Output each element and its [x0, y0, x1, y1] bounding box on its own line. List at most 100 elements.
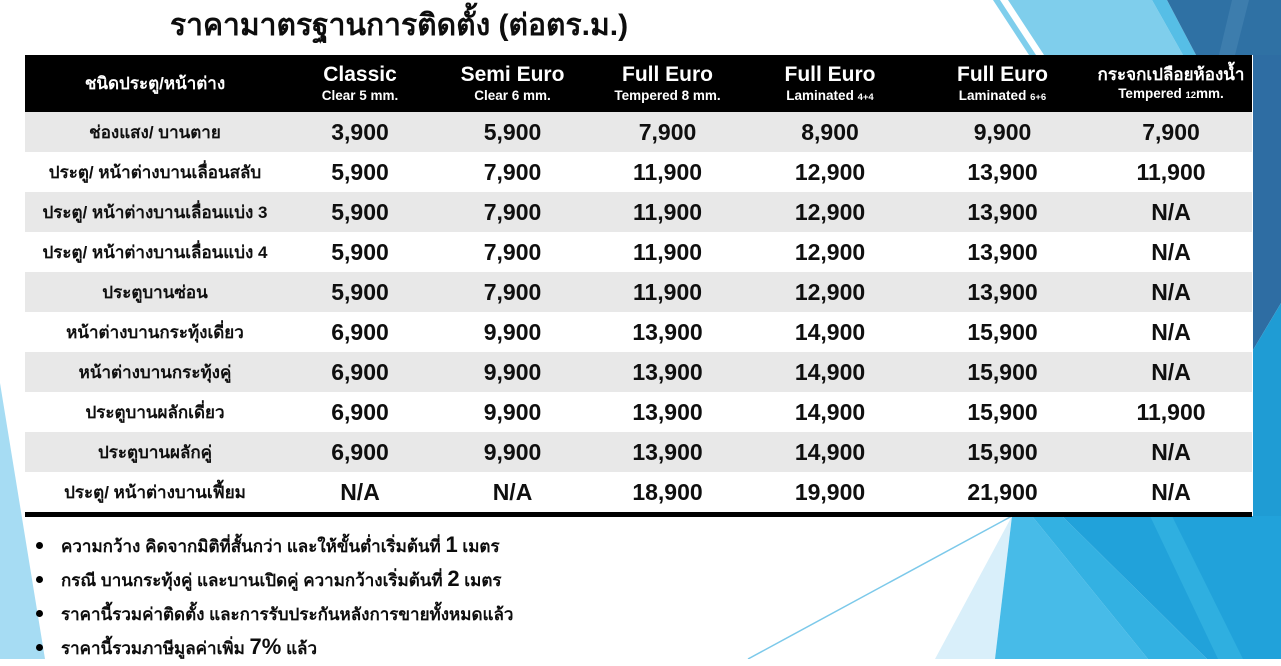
- column-header-5: Full Euro Laminated 6+6: [915, 63, 1090, 104]
- price-cell: 11,900: [632, 278, 703, 305]
- column-subtitle: Clear 6 mm.: [474, 88, 551, 104]
- price-cell: 13,900: [967, 198, 1038, 225]
- notes-list: ความกว้าง คิดจากมิติที่สั้นกว่า และให้ขั…: [36, 530, 513, 666]
- price-cell: 9,900: [973, 118, 1032, 145]
- table-row: ประตู/ หน้าต่างบานเลื่อนแบ่ง 4 5,900 7,900…: [25, 232, 1252, 272]
- price-cell: 6,900: [331, 398, 389, 425]
- row-label: ประตูบานผลักคู่: [97, 442, 213, 462]
- column-header-6: กระจกเปลือยห้องน้ำ Tempered 12mm.: [1090, 65, 1252, 101]
- price-cell: 13,900: [967, 278, 1038, 305]
- column-title: Full Euro: [622, 63, 713, 87]
- price-cell: 14,900: [794, 398, 866, 425]
- price-cell: 15,900: [967, 438, 1038, 465]
- price-cell: 3,900: [331, 118, 389, 145]
- table-row: ประตู/ หน้าต่างบานเลื่อนแบ่ง 3 5,900 7,900…: [25, 192, 1252, 232]
- deco-right-band-steel: [1253, 55, 1281, 350]
- note-text: ราคานี้รวมค่าติดตั้ง และการรับประกันหลัง…: [61, 605, 514, 624]
- price-cell: 13,900: [632, 358, 703, 385]
- price-cell: 7,900: [483, 158, 542, 185]
- deco-top-right-steel: [1167, 0, 1281, 55]
- column-subtitle: Laminated 4+4: [786, 88, 874, 104]
- price-cell: 11,900: [632, 158, 703, 185]
- row-label: ประตู/ หน้าต่างบานเฟี้ยม: [64, 482, 246, 502]
- table-row: ประตู/ หน้าต่างบานเฟี้ยม N/A N/A 18,900 19,9…: [25, 472, 1252, 512]
- price-cell: N/A: [1151, 238, 1191, 265]
- table-row: ประตูบานผลักเดี่ยว 6,900 9,900 13,900 14,900…: [25, 392, 1252, 432]
- price-cell: 13,900: [632, 398, 703, 425]
- table-row: หน้าต่างบานกระทุ้งเดี่ยว 6,900 9,900 13,900…: [25, 312, 1252, 352]
- price-cell: N/A: [492, 478, 533, 505]
- price-cell: 7,900: [1142, 118, 1200, 145]
- price-cell: 13,900: [632, 318, 703, 345]
- price-cell: 15,900: [967, 398, 1038, 425]
- column-title: ชนิดประตู/หน้าต่าง: [84, 73, 226, 93]
- price-cell: 13,900: [632, 438, 703, 465]
- price-cell: 11,900: [632, 238, 703, 265]
- price-cell: 13,900: [967, 158, 1038, 185]
- deco-fan-line: [747, 515, 1013, 659]
- price-cell: 11,900: [632, 198, 703, 225]
- price-cell: 12,900: [794, 238, 866, 265]
- price-cell: 5,900: [331, 158, 389, 185]
- deco-fan-medium: [995, 516, 1148, 659]
- deco-fan-corner-sliver: [1150, 516, 1243, 659]
- row-label: ประตูบานผลักเดี่ยว: [85, 402, 225, 422]
- bullet-icon: [36, 576, 43, 583]
- price-cell: N/A: [1151, 198, 1191, 225]
- row-label: ประตู/ หน้าต่างบานเลื่อนแบ่ง 4: [42, 242, 268, 262]
- page-title: ราคามาตรฐานการติดตั้ง (ต่อตร.ม.): [170, 9, 629, 42]
- column-header-1: Classic Clear 5 mm.: [285, 63, 435, 104]
- column-header-2: Semi Euro Clear 6 mm.: [435, 63, 590, 104]
- bullet-icon: [36, 644, 43, 651]
- column-subtitle: Tempered 8 mm.: [614, 88, 721, 104]
- table-row: ประตู/ หน้าต่างบานเลื่อนสลับ 5,900 7,900 11…: [25, 152, 1252, 192]
- price-cell: 8,900: [801, 118, 859, 145]
- deco-fan-pale: [935, 516, 1012, 659]
- note-item: ราคานี้รวมภาษีมูลค่าเพิ่ม 7% แล้ว: [36, 632, 513, 664]
- price-cell: 13,900: [967, 238, 1038, 265]
- deco-top-right-mid-sliver: [1152, 0, 1196, 55]
- deco-top-right-light-sliver: [993, 0, 1036, 55]
- table-row: ช่องแสง/ บานตาย 3,900 5,900 7,900 8,900 9,900…: [25, 112, 1252, 152]
- note-text: ราคานี้รวมภาษีมูลค่าเพิ่ม 7% แล้ว: [61, 634, 317, 659]
- price-cell: 21,900: [967, 478, 1038, 505]
- price-cell: 9,900: [483, 318, 542, 345]
- note-text: ความกว้าง คิดจากมิติที่สั้นกว่า และให้ขั…: [61, 532, 500, 557]
- column-header-3: Full Euro Tempered 8 mm.: [590, 63, 745, 104]
- note-item: ความกว้าง คิดจากมิติที่สั้นกว่า และให้ขั…: [36, 530, 513, 562]
- price-cell: 11,900: [1136, 398, 1206, 425]
- bullet-icon: [36, 610, 43, 617]
- price-table: ชนิดประตู/หน้าต่าง Classic Clear 5 mm. Semi…: [25, 55, 1252, 517]
- price-cell: 9,900: [483, 358, 542, 385]
- price-cell: 15,900: [967, 318, 1038, 345]
- bullet-icon: [36, 542, 43, 549]
- price-cell: 6,900: [331, 438, 389, 465]
- row-label: หน้าต่างบานกระทุ้งคู่: [78, 362, 232, 382]
- row-label: ประตู/ หน้าต่างบานเลื่อนแบ่ง 3: [42, 202, 268, 222]
- note-item: ราคานี้รวมค่าติดตั้ง และการรับประกันหลัง…: [36, 598, 513, 630]
- row-label: หน้าต่างบานกระทุ้งเดี่ยว: [66, 322, 244, 342]
- price-cell: N/A: [1151, 478, 1191, 505]
- price-cell: 11,900: [1136, 158, 1206, 185]
- note-item: กรณี บานกระทุ้งคู่ และบานเปิดคู่ ความกว้…: [36, 564, 513, 596]
- column-title: Full Euro: [957, 62, 1048, 86]
- row-label: ช่องแสง/ บานตาย: [89, 122, 221, 142]
- price-cell: 18,900: [632, 478, 703, 505]
- price-cell: N/A: [1151, 278, 1191, 305]
- price-cell: 5,900: [331, 238, 389, 265]
- price-cell: 5,900: [331, 278, 389, 305]
- price-cell: 6,900: [331, 358, 389, 385]
- price-cell: 7,900: [483, 198, 542, 225]
- deco-top-right-steel-sliver: [1219, 0, 1249, 55]
- table-row: หน้าต่างบานกระทุ้งคู่ 6,900 9,900 13,900 14,…: [25, 352, 1252, 392]
- price-cell: 19,900: [794, 478, 866, 505]
- price-cell: N/A: [340, 478, 380, 505]
- column-title: Semi Euro: [460, 63, 565, 87]
- price-cell: 12,900: [794, 278, 866, 305]
- column-title: กระจกเปลือยห้องน้ำ: [1097, 65, 1245, 85]
- price-cell: N/A: [1151, 358, 1191, 385]
- price-cell: 9,900: [483, 398, 542, 425]
- price-cell: 14,900: [794, 318, 866, 345]
